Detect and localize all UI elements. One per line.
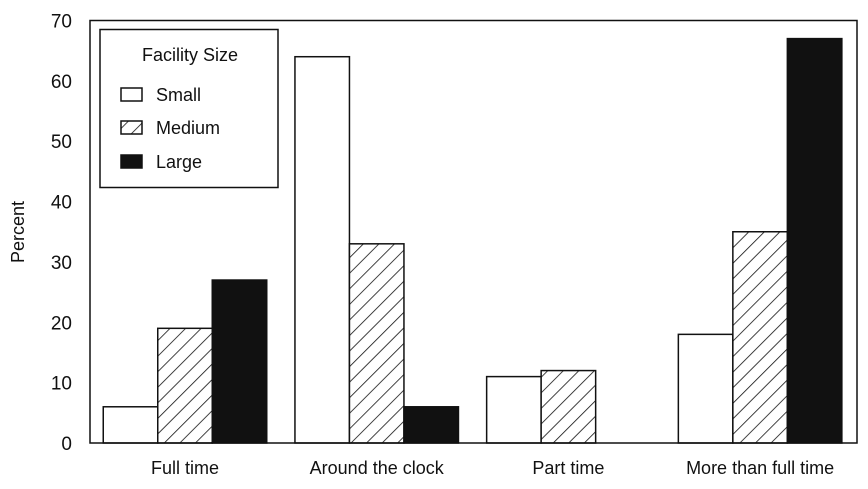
y-tick-label: 40 <box>51 193 72 214</box>
y-tick-label: 0 <box>61 434 72 455</box>
bar-large-around-the-clock <box>403 406 460 444</box>
x-tick-label: Around the clock <box>310 458 445 478</box>
bar-small-around-the-clock <box>294 55 351 444</box>
legend-label-small: Small <box>156 85 201 105</box>
y-tick-label: 30 <box>51 253 72 274</box>
y-tick-label: 10 <box>51 374 72 395</box>
y-tick-label: 50 <box>51 132 72 153</box>
bars-layer <box>102 37 843 444</box>
legend-label-medium: Medium <box>156 118 220 138</box>
bar-medium-part-time <box>540 369 597 444</box>
legend-swatch-large <box>120 154 143 169</box>
x-tick-label: Part time <box>532 458 604 478</box>
bar-medium-full-time <box>157 327 213 444</box>
y-tick-label: 60 <box>51 72 72 93</box>
x-axis: Full time Around the clock Part time More t… <box>151 458 834 478</box>
legend: Facility Size Small Medium Large <box>99 28 279 189</box>
bar-small-full-time <box>102 406 159 444</box>
legend-swatch-small <box>120 87 143 102</box>
bar-large-more-than-full-time <box>786 37 843 444</box>
bar-medium-around-the-clock <box>348 243 405 444</box>
legend-title: Facility Size <box>142 45 238 65</box>
legend-label-large: Large <box>156 152 202 172</box>
bar-large-full-time <box>211 279 268 444</box>
legend-swatch-medium <box>120 120 143 135</box>
bar-medium-more-than-full-time <box>732 231 789 444</box>
y-axis: 0 10 20 30 40 50 60 70 <box>51 12 72 456</box>
bar-small-part-time <box>485 375 542 444</box>
x-tick-label: More than full time <box>686 458 834 478</box>
y-axis-label: Percent <box>8 201 28 263</box>
bar-small-more-than-full-time <box>677 333 734 444</box>
plot-frame <box>89 19 858 444</box>
x-tick-label: Full time <box>151 458 219 478</box>
y-tick-label: 70 <box>51 12 72 33</box>
y-tick-label: 20 <box>51 313 72 334</box>
